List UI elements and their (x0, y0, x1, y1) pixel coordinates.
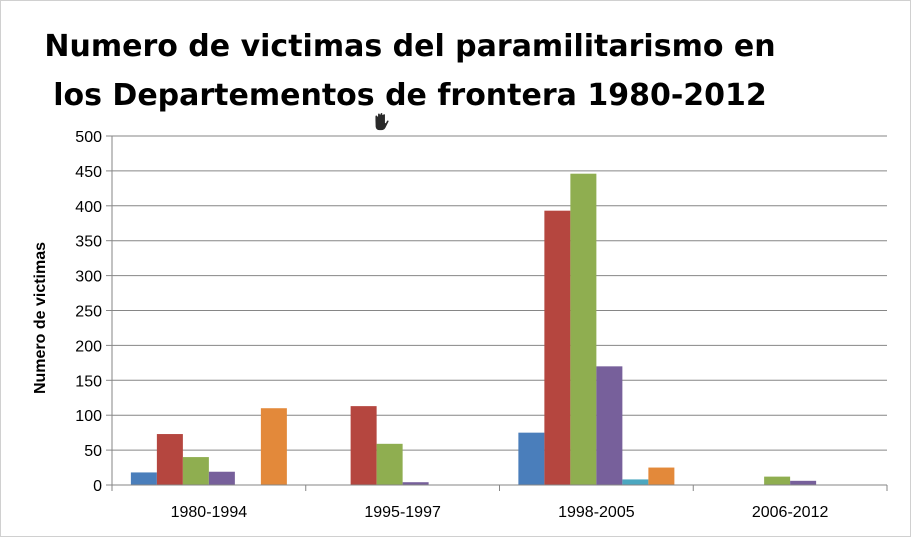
y-tick-label: 50 (84, 443, 102, 460)
y-tick-label: 450 (75, 164, 102, 181)
y-tick-label: 300 (75, 269, 102, 286)
bar (790, 480, 817, 485)
y-tick-label: 400 (75, 199, 102, 216)
y-tick-label: 100 (75, 408, 102, 425)
bar (130, 472, 157, 485)
bar (376, 443, 403, 485)
bar (596, 366, 623, 485)
x-tick-label: 2006-2012 (752, 504, 829, 521)
hand-grab-icon (374, 112, 390, 132)
y-tick-label: 150 (75, 373, 102, 390)
bar (402, 482, 429, 485)
y-tick-label: 350 (75, 234, 102, 251)
bar (518, 432, 545, 485)
bar (208, 471, 235, 485)
bar (544, 210, 571, 485)
y-tick-label: 500 (75, 129, 102, 146)
bar (156, 434, 183, 485)
bar (764, 476, 791, 485)
y-tick-label: 250 (75, 304, 102, 321)
bar (260, 408, 287, 485)
x-tick-label: 1980-1994 (171, 504, 248, 521)
bar (350, 406, 377, 485)
bar (622, 479, 649, 485)
chart-title: Numero de victimas del paramilitarismo e… (40, 22, 780, 120)
y-tick-label: 200 (75, 338, 102, 355)
chart-title-line-2: los Departementos de frontera 1980-2012 (53, 78, 767, 113)
bar (570, 173, 597, 485)
x-tick-label: 1995-1997 (364, 504, 441, 521)
bar (648, 467, 675, 485)
chart-title-line-1: Numero de victimas del paramilitarismo e… (44, 29, 776, 64)
x-tick-label: 1998-2005 (558, 504, 635, 521)
y-tick-label: 0 (93, 478, 102, 495)
bar (182, 457, 209, 485)
